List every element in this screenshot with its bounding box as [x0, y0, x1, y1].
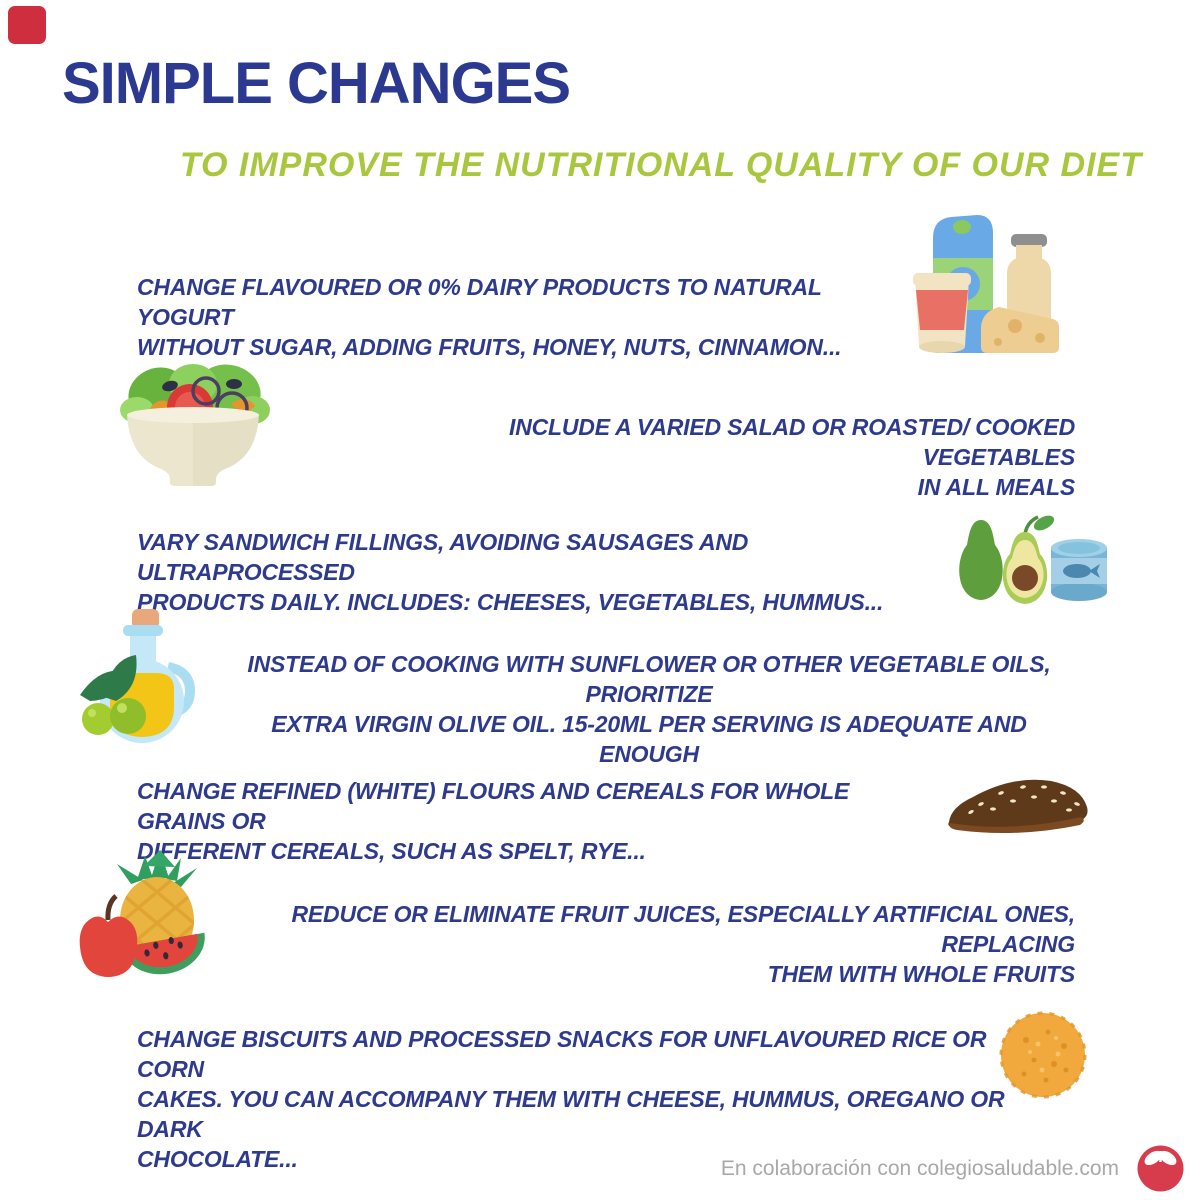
wholegrain-bread-icon — [941, 760, 1093, 840]
footer: En colaboración con colegiosaludable.com — [721, 1145, 1184, 1192]
tip-fruit-juices-text: REDUCE OR ELIMINATE FRUIT JUICES, ESPECI… — [291, 901, 1075, 987]
avocado-tuna-icon — [945, 512, 1109, 610]
tip-olive-oil-text: INSTEAD OF COOKING WITH SUNFLOWER OR OTH… — [247, 651, 1051, 767]
whole-fruits-icon — [71, 848, 209, 984]
red-square-badge — [8, 6, 46, 44]
tip-flours-text: CHANGE REFINED (WHITE) FLOURS AND CEREAL… — [137, 778, 850, 864]
olive-oil-icon — [76, 603, 208, 745]
poster-subtitle: TO IMPROVE THE NUTRITIONAL QUALITY OF OU… — [179, 146, 1142, 184]
salad-bowl-icon — [113, 358, 273, 492]
tip-salad-text: INCLUDE A VARIED SALAD OR ROASTED/ COOKE… — [509, 414, 1075, 500]
tip-snacks-text: CHANGE BISCUITS AND PROCESSED SNACKS FOR… — [137, 1026, 1005, 1172]
colegiosaludable-logo — [1137, 1145, 1184, 1192]
poster-title: SIMPLE CHANGES — [62, 51, 571, 116]
dairy-products-icon — [903, 206, 1063, 358]
corn-cake-icon — [998, 1010, 1088, 1100]
tip-dairy-text: CHANGE FLAVOURED OR 0% DAIRY PRODUCTS TO… — [137, 274, 842, 360]
tip-sandwich-text: VARY SANDWICH FILLINGS, AVOIDING SAUSAGE… — [137, 529, 884, 615]
footer-credit-text: En colaboración con colegiosaludable.com — [720, 1156, 1119, 1180]
